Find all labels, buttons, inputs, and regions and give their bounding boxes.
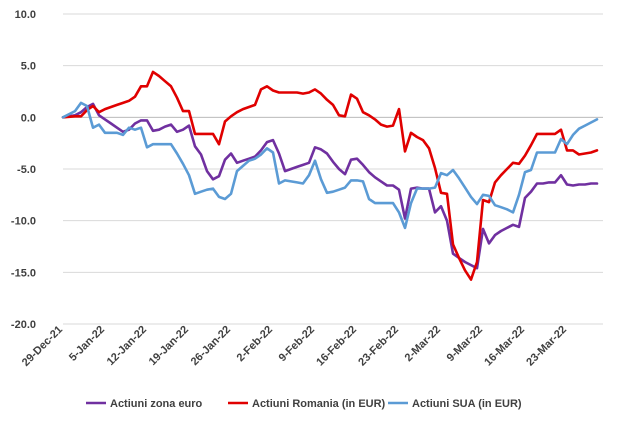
x-tick-label: 23-Feb-22 [356,324,401,369]
grid-lines [63,13,603,325]
x-tick-label: 26-Jan-22 [189,324,233,368]
series-line-0 [61,102,599,270]
y-tick-label: -5.0 [17,164,36,176]
y-tick-label: -20.0 [11,319,36,331]
x-tick-label: 23-Mar-22 [524,324,569,369]
x-tick-label: 5-Jan-22 [67,324,107,364]
y-tick-label: -15.0 [11,267,36,279]
y-tick-label: 5.0 [21,61,36,73]
y-axis: 10.0 5.0 0.0 -5.0 -10.0 -15.0 -20.0 [11,9,36,331]
legend-label: Actiuni zona euro [110,398,203,410]
y-tick-label: -10.0 [11,216,36,228]
series-layer [61,70,599,281]
x-tick-label: 2-Mar-22 [403,324,443,364]
legend-label: Actiuni Romania (in EUR) [252,398,386,410]
x-tick-label: 9-Feb-22 [277,324,317,364]
y-tick-label: 10.0 [15,9,36,21]
series-line-1 [61,70,599,281]
x-tick-label: 16-Mar-22 [482,324,527,369]
x-tick-label: 2-Feb-22 [235,324,275,364]
x-tick-label: 16-Feb-22 [314,324,359,369]
x-tick-label: 9-Mar-22 [445,324,485,364]
legend-label: Actiuni SUA (in EUR) [412,398,522,410]
x-tick-label: 19-Jan-22 [147,324,191,368]
y-tick-label: 0.0 [21,112,36,124]
x-tick-label: 12-Jan-22 [105,324,149,368]
series-line-2 [61,101,599,230]
legend: Actiuni zona euro Actiuni Romania (in EUR… [86,398,522,410]
